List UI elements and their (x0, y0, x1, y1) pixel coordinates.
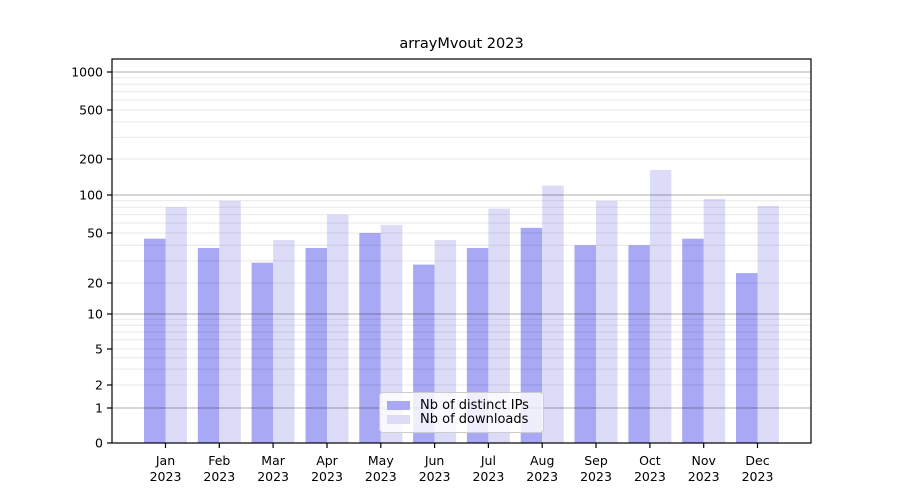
legend-item-distinct-ips: Nb of distinct IPs (387, 399, 535, 412)
bar-ips-oct (628, 245, 650, 443)
x-tick-label-jun: Jun (424, 453, 445, 468)
x-tick-label-year-apr: 2023 (311, 469, 343, 484)
y-tick-label-10: 10 (87, 307, 103, 322)
legend-swatch-distinct-ips (387, 401, 410, 410)
x-tick-label-mar: Mar (261, 453, 285, 468)
x-tick-label-year-jul: 2023 (472, 469, 504, 484)
bar-ips-feb (198, 248, 220, 443)
y-tick-label-20: 20 (87, 276, 103, 291)
x-tick-label-year-nov: 2023 (688, 469, 720, 484)
x-tick-label-year-jan: 2023 (150, 469, 182, 484)
x-tick-label-jan: Jan (155, 453, 175, 468)
bar-ips-mar (252, 263, 274, 443)
bar-downloads-dec (758, 206, 780, 443)
y-tick-label-1000: 1000 (71, 65, 103, 80)
bar-ips-nov (682, 239, 704, 443)
bar-ips-jan (144, 239, 166, 443)
bar-downloads-sep (596, 201, 618, 443)
x-tick-label-year-dec: 2023 (742, 469, 774, 484)
bar-downloads-apr (327, 215, 349, 443)
bar-ips-may (359, 233, 381, 443)
bar-ips-sep (575, 245, 597, 443)
y-tick-label-0: 0 (95, 436, 103, 451)
legend-item-downloads: Nb of downloads (387, 413, 535, 426)
bar-downloads-mar (273, 240, 295, 443)
y-tick-label-1: 1 (95, 401, 103, 416)
x-tick-label-apr: Apr (316, 453, 338, 468)
x-tick-label-feb: Feb (208, 453, 230, 468)
x-tick-label-year-oct: 2023 (634, 469, 666, 484)
x-tick-label-may: May (368, 453, 394, 468)
x-tick-label-nov: Nov (691, 453, 716, 468)
legend-swatch-downloads (387, 415, 410, 424)
bar-ips-apr (306, 248, 328, 443)
chart-title: arrayMvout 2023 (112, 36, 811, 52)
legend-label-distinct-ips: Nb of distinct IPs (420, 399, 529, 412)
y-tick-label-200: 200 (79, 152, 103, 167)
x-tick-label-year-sep: 2023 (580, 469, 612, 484)
y-tick-label-2: 2 (95, 378, 103, 393)
x-tick-label-oct: Oct (639, 453, 661, 468)
legend: Nb of distinct IPs Nb of downloads (379, 392, 544, 433)
bar-downloads-feb (219, 201, 241, 443)
y-tick-label-100: 100 (79, 188, 103, 203)
x-tick-label-year-mar: 2023 (257, 469, 289, 484)
x-tick-label-year-jun: 2023 (419, 469, 451, 484)
x-tick-label-dec: Dec (745, 453, 769, 468)
x-tick-label-jul: Jul (480, 453, 496, 468)
x-tick-label-aug: Aug (530, 453, 554, 468)
y-tick-label-5: 5 (95, 342, 103, 357)
bar-downloads-nov (704, 199, 726, 443)
bar-downloads-oct (650, 170, 672, 443)
y-tick-label-50: 50 (87, 226, 103, 241)
x-tick-label-year-may: 2023 (365, 469, 397, 484)
legend-label-downloads: Nb of downloads (420, 413, 528, 426)
x-tick-label-sep: Sep (584, 453, 608, 468)
x-tick-label-year-feb: 2023 (203, 469, 235, 484)
chart-figure: 01251020501002005001000Jan2023Feb2023Mar… (0, 0, 900, 500)
x-tick-label-year-aug: 2023 (526, 469, 558, 484)
y-tick-label-500: 500 (79, 103, 103, 118)
